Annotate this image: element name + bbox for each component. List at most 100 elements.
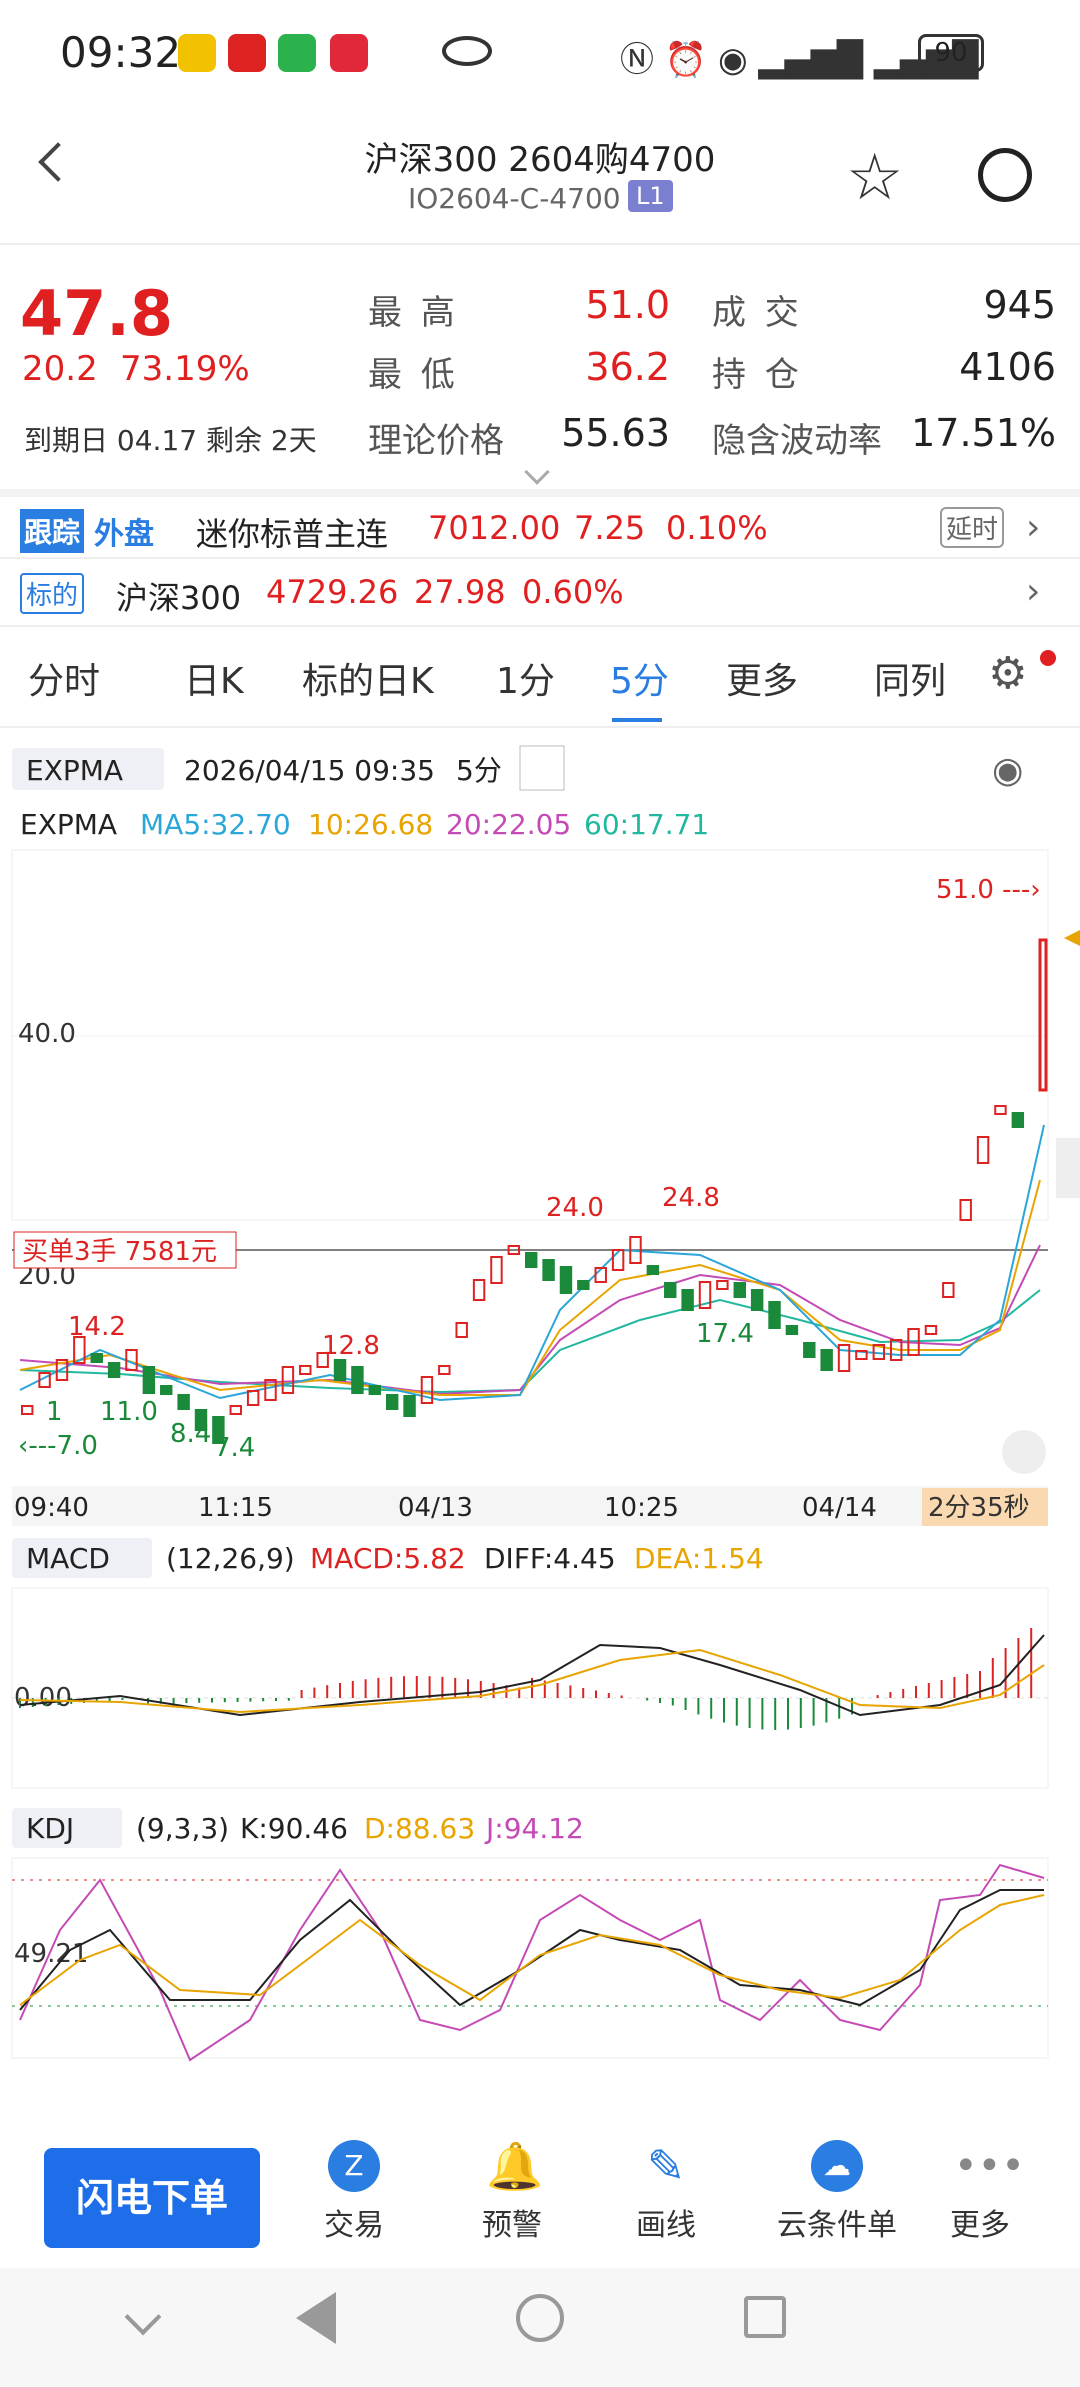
kdj-selector[interactable]: [12, 1808, 122, 1848]
kdj-k: K:90.46: [240, 1812, 348, 1845]
follow-pct: 0.10%: [666, 509, 768, 547]
candle: [229, 1405, 242, 1415]
fullscreen-icon[interactable]: [1002, 1430, 1046, 1474]
candle: [716, 1280, 729, 1290]
more-button[interactable]: ••• 更多: [920, 2140, 1040, 2244]
cloud-order-button[interactable]: ☁ 云条件单: [762, 2140, 912, 2244]
ma10-line: [19, 1179, 1041, 1396]
app-notification-icon: [178, 34, 216, 72]
ma20-line: [19, 1244, 1041, 1396]
tab-intraday[interactable]: 分时: [28, 661, 101, 702]
collapse-button[interactable]: [519, 745, 565, 791]
candle: [959, 1199, 972, 1221]
candle: [160, 1385, 173, 1395]
follow-change: 7.25: [574, 509, 646, 547]
max-price-label: 51.0 ---›: [936, 875, 1041, 905]
delay-badge: 延时: [940, 507, 1005, 548]
tab-underlying-daily-k[interactable]: 标的日K: [302, 661, 434, 702]
battery-icon: 90: [918, 34, 984, 72]
trade-button[interactable]: Z 交易: [294, 2140, 414, 2244]
iv-label: 隐含波动率: [712, 421, 882, 461]
candle: [21, 1405, 34, 1415]
annotation-17-4: 17.4: [696, 1319, 754, 1349]
draw-button[interactable]: ✎ 画线: [606, 2140, 726, 2244]
macd-selector[interactable]: [12, 1538, 152, 1578]
eye-icon: [442, 36, 492, 66]
candle: [55, 1359, 69, 1381]
macd-params: (12,26,9): [166, 1542, 295, 1575]
underlying-price: 4729.26: [266, 573, 399, 611]
expand-chevron-icon[interactable]: [524, 459, 550, 485]
tab-active-indicator: [612, 718, 662, 722]
macd-diff: DIFF:4.45: [484, 1542, 616, 1575]
annotation-24-0: 24.0: [546, 1193, 604, 1223]
candle: [768, 1301, 781, 1329]
nav-back-icon[interactable]: [296, 2292, 336, 2344]
candle: [664, 1282, 677, 1298]
system-nav-bar: [0, 2268, 1080, 2387]
side-expand-handle[interactable]: [1056, 1138, 1080, 1198]
tab-more[interactable]: 更多: [726, 661, 799, 702]
candle: [385, 1394, 399, 1410]
follow-name: 迷你标普主连: [196, 515, 389, 553]
order-label: 买单3手 7581元: [22, 1237, 217, 1267]
candle: [907, 1328, 920, 1356]
tab-same-series[interactable]: 同列: [874, 661, 947, 702]
nav-down-icon[interactable]: [124, 2298, 162, 2336]
app-header: 沪深300 2604购4700 IO2604-C-4700 L1 ☆: [0, 110, 1080, 245]
annotation-24-8: 24.8: [662, 1183, 720, 1213]
follow-row[interactable]: 跟踪 外盘 迷你标普主连 7012.00 7.25 0.10% 延时 ›: [0, 497, 1080, 559]
candle: [577, 1280, 590, 1290]
notification-dot: [1040, 650, 1056, 666]
flash-order-button[interactable]: 闪电下单: [44, 2148, 260, 2248]
candle: [837, 1344, 851, 1372]
nav-home-icon[interactable]: [516, 2294, 564, 2342]
star-icon[interactable]: ☆: [846, 141, 904, 215]
candle: [1038, 938, 1048, 1092]
candle: [507, 1245, 521, 1255]
nav-recents-icon[interactable]: [744, 2296, 786, 2338]
y-label-40: 40.0: [18, 1019, 76, 1049]
tab-5min[interactable]: 5分: [610, 661, 669, 702]
remain-days: 2天: [270, 424, 317, 457]
status-bar: 09:32 Ⓝ ⏰ ◉ ▂▄▆█ ▂▄▆█ 90: [0, 0, 1080, 110]
contract-code: IO2604-C-4700: [408, 182, 621, 215]
expiry-info: 到期日 04.17 剩余 2天: [24, 419, 317, 459]
indicator-selector[interactable]: [12, 748, 164, 790]
min-price-label: ‹---7.0: [18, 1431, 98, 1461]
status-time: 09:32: [60, 28, 182, 77]
candle: [490, 1256, 503, 1284]
oi-value: 4106: [959, 345, 1056, 389]
oi-label: 持 仓: [712, 355, 803, 395]
kdj-j: J:94.12: [484, 1812, 584, 1845]
annotation-11-0: 11.0: [100, 1397, 158, 1427]
candle: [1011, 1112, 1025, 1128]
annotation-7-4: 7.4: [214, 1433, 255, 1463]
candle: [994, 1105, 1007, 1115]
candle: [403, 1395, 416, 1417]
expiry-label: 到期日: [24, 424, 109, 457]
kdj-params: (9,3,3): [136, 1812, 229, 1845]
j-line: [19, 1863, 1045, 2062]
candle: [351, 1366, 364, 1394]
candle: [629, 1236, 642, 1264]
candle: [820, 1349, 833, 1371]
last-price: 47.8: [20, 277, 173, 350]
alert-button[interactable]: 🔔 预警: [452, 2140, 572, 2244]
gear-icon[interactable]: ⚙: [988, 648, 1028, 699]
eye-icon[interactable]: ◉: [992, 750, 1023, 791]
high-label: 最 高: [368, 293, 459, 333]
macd-dea: DEA:1.54: [634, 1542, 764, 1575]
candle: [73, 1336, 86, 1364]
candle: [976, 1136, 990, 1164]
k-line: [19, 1889, 1044, 2011]
kdj-level-label: 49.21: [14, 1939, 88, 1969]
annotation-1: 1: [46, 1397, 63, 1427]
countdown-text: 2分35秒: [928, 1493, 1030, 1523]
underlying-row[interactable]: 标的 沪深300 4729.26 27.98 0.60% ›: [0, 559, 1080, 627]
macd-plot-frame: [11, 1587, 1049, 1789]
candle: [90, 1353, 103, 1363]
search-icon[interactable]: [978, 148, 1032, 202]
tab-1min[interactable]: 1分: [496, 661, 555, 702]
tab-daily-k[interactable]: 日K: [184, 661, 244, 702]
